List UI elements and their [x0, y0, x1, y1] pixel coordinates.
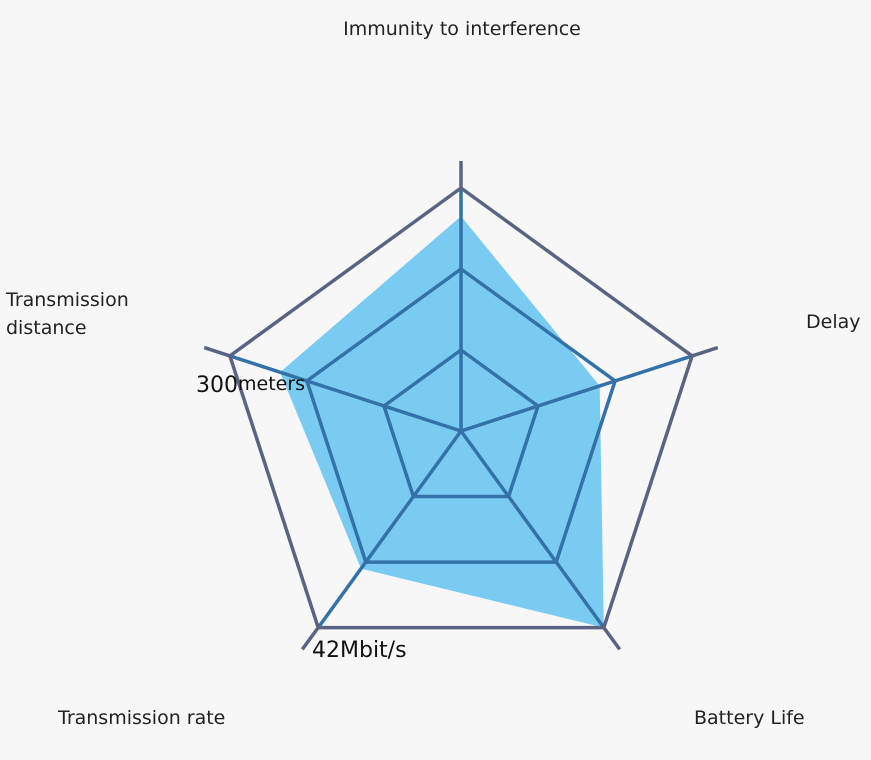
- grid-ring-2: [304, 266, 618, 564]
- axis-label-transmission-distance: Transmission distance: [5, 289, 135, 339]
- annotation-rate-value: 42Mbit/s: [312, 638, 407, 663]
- axis-label-immunity: Immunity to interference: [343, 18, 581, 40]
- grid-spoke-4: [229, 354, 462, 433]
- axis-label-delay: Delay: [806, 311, 861, 333]
- series-area-layer: [280, 216, 604, 628]
- axis-extension-1: [691, 345, 719, 358]
- grid-overlay-layer: [229, 188, 693, 629]
- axis-label-battery-life: Battery Life: [694, 707, 805, 729]
- grid-ring-1: [381, 347, 541, 499]
- axis-extension-2: [602, 626, 622, 651]
- grid-spoke-2: [459, 429, 606, 629]
- grid-spoke-3: [316, 429, 463, 629]
- outer-grid-layer: [203, 161, 719, 651]
- axis-extension-3: [300, 626, 320, 651]
- annotation-distance-value: 300: [196, 373, 238, 398]
- axis-label-transmission-rate: Transmission rate: [57, 707, 225, 729]
- grid-ring-outer: [227, 185, 695, 630]
- series-area-0: [280, 216, 604, 628]
- axis-extension-4: [203, 345, 231, 358]
- annotation-distance-unit: meters: [238, 373, 305, 395]
- grid-spoke-1: [460, 354, 693, 433]
